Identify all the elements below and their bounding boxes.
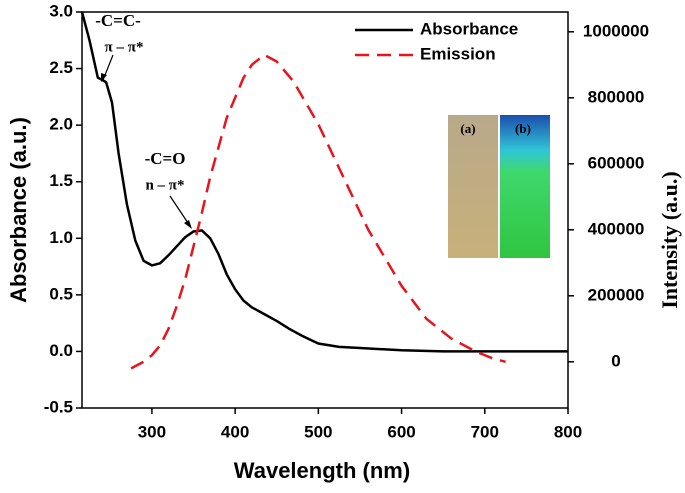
- annotation: -C=O: [145, 149, 186, 168]
- y2-tick-label: 400000: [588, 219, 645, 238]
- inset-label: (b): [515, 121, 531, 136]
- x-tick-label: 800: [554, 422, 582, 441]
- y-tick-label: 2.5: [49, 58, 73, 77]
- x-tick-label: 600: [387, 422, 415, 441]
- y2-tick-label: 600000: [588, 153, 645, 172]
- y-tick-label: -0.5: [44, 397, 73, 416]
- y-axis-title: Absorbance (a.u.): [6, 117, 31, 303]
- y2-axis-title: Intensity (a.u.): [657, 171, 682, 309]
- y-tick-label: 0.5: [49, 284, 73, 303]
- annotation: -C=C-: [95, 11, 141, 30]
- data-line: [130, 53, 506, 370]
- inset-photo: (a) (b): [448, 115, 550, 258]
- y-tick-label: 0.0: [49, 341, 73, 360]
- x-tick-label: 400: [221, 422, 249, 441]
- data-line: [80, 11, 568, 353]
- y2-tick-label: 1000000: [583, 21, 649, 40]
- y-tick-label: 1.0: [49, 228, 73, 247]
- y2-tick-label: 200000: [588, 285, 645, 304]
- x-tick-label: 500: [304, 422, 332, 441]
- annotation: π – π*: [105, 39, 144, 55]
- arrow: [169, 195, 191, 227]
- plot-frame: [81, 11, 569, 409]
- y-tick-label: 3.0: [49, 1, 73, 20]
- legend-label: Emission: [420, 44, 496, 63]
- arrowhead: [184, 220, 192, 229]
- x-tick-label: 700: [471, 422, 499, 441]
- inset-label: (a): [460, 121, 475, 136]
- legend-label: Absorbance: [420, 19, 518, 38]
- y-tick-label: 2.0: [49, 115, 73, 134]
- y2-tick-label: 800000: [588, 87, 645, 106]
- x-axis-title: Wavelength (nm): [234, 458, 410, 483]
- y-tick-label: 1.5: [49, 171, 73, 190]
- annotation: n – π*: [145, 177, 184, 193]
- y2-tick-label: 0: [611, 351, 620, 370]
- x-tick-label: 300: [138, 422, 166, 441]
